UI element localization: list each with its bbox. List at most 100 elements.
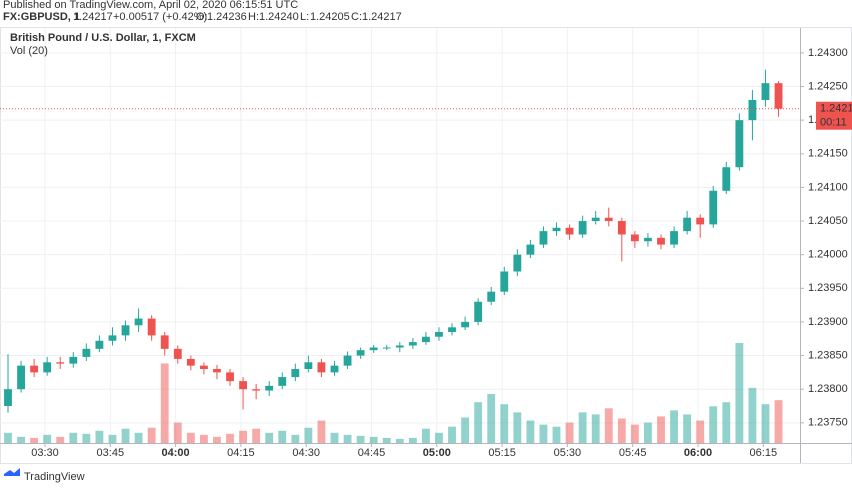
volume-bar xyxy=(69,432,78,443)
volume-bar xyxy=(500,404,509,443)
candle-body xyxy=(670,231,678,245)
candle-body xyxy=(644,237,652,242)
candle-body xyxy=(199,365,208,370)
published: Published on TradingView.com, April 02, … xyxy=(3,0,298,11)
volume-bar xyxy=(474,402,483,443)
y-tick-label: 1.24300 xyxy=(808,47,848,59)
volume-bar xyxy=(186,432,195,443)
volume-bar xyxy=(670,410,678,443)
volume-bar xyxy=(317,420,326,443)
candle-body xyxy=(369,347,378,351)
volume-bar xyxy=(578,412,587,443)
volume-bar xyxy=(199,434,208,443)
logo-icon xyxy=(4,468,20,476)
candle-body xyxy=(617,221,626,235)
countdown-label: 00:11 xyxy=(820,117,847,129)
candle-body xyxy=(435,332,443,337)
volume-bar xyxy=(630,424,639,443)
candle-body xyxy=(252,389,261,391)
x-tick-label: 05:15 xyxy=(488,447,516,459)
x-tick-label: 03:30 xyxy=(31,447,59,459)
candle-body xyxy=(173,348,182,359)
volume-bar xyxy=(604,408,613,443)
last-price-box xyxy=(816,101,852,130)
candle-body xyxy=(735,120,744,168)
candle-body xyxy=(317,362,326,373)
candle-body xyxy=(526,244,535,255)
volume-label: Vol (20) xyxy=(10,45,48,57)
x-tick-label: 04:30 xyxy=(292,447,320,459)
axes: 1.23750 1.23800 1.23850 1.23900 1.23950 1.240… xyxy=(0,47,852,459)
candle-body xyxy=(356,350,365,356)
candle-body xyxy=(330,365,339,373)
candle-body xyxy=(82,348,91,357)
volume-bar xyxy=(17,436,25,443)
candle-body xyxy=(304,362,313,370)
o-label: O: xyxy=(196,11,208,23)
candle-body xyxy=(95,340,104,349)
x-tick-label: 04:45 xyxy=(358,447,386,459)
candles xyxy=(4,69,783,413)
price: 1.24217 xyxy=(73,11,113,23)
y-tick-label: 1.23850 xyxy=(808,349,848,361)
candle-body xyxy=(239,381,247,390)
volume-bar xyxy=(461,417,470,443)
candle-body xyxy=(552,227,561,232)
candle-body xyxy=(474,301,483,322)
volume-bar xyxy=(591,414,600,443)
volume-bar xyxy=(526,420,535,443)
candle-body xyxy=(761,83,770,100)
candle-body xyxy=(487,291,496,302)
volume-bar xyxy=(330,432,339,443)
candle-body xyxy=(591,217,600,222)
y-tick-label: 1.24050 xyxy=(808,215,848,227)
candle-body xyxy=(513,254,522,272)
h-value: 1.24240 xyxy=(259,11,299,23)
x-tick-label: 03:45 xyxy=(97,447,125,459)
candle-body xyxy=(278,377,287,386)
candle-body xyxy=(147,318,156,336)
candle-body xyxy=(4,389,12,407)
volume-bar xyxy=(82,433,91,443)
tradingview-logo[interactable]: TradingView xyxy=(4,468,85,483)
y-tick-label: 1.23900 xyxy=(808,316,848,328)
x-tick-label: 05:45 xyxy=(619,447,647,459)
volume-bar xyxy=(382,437,391,443)
symbol-header: FX:GBPUSD, 1 1.24217 +0.00517 (+0.42%) O… xyxy=(3,11,402,23)
candle-body xyxy=(683,217,692,232)
volume-pane xyxy=(4,343,783,443)
chart-title: British Pound / U.S. Dollar, 1, FXCM xyxy=(10,32,196,44)
y-tick-label: 1.23750 xyxy=(808,417,848,429)
volume-bar xyxy=(278,430,287,443)
volume-bar xyxy=(774,400,783,443)
volume-bar xyxy=(252,428,261,443)
volume-bar xyxy=(565,422,574,443)
candle-body xyxy=(343,355,352,366)
volume-bar xyxy=(683,414,692,443)
candle-body xyxy=(121,325,130,336)
volume-bar xyxy=(134,432,143,443)
candle-body xyxy=(604,217,613,222)
symbol: FX:GBPUSD, 1 xyxy=(3,11,80,23)
volume-bar xyxy=(213,436,221,443)
volume-bar xyxy=(709,406,718,443)
l-label: L: xyxy=(300,11,309,23)
volume-bar xyxy=(395,438,404,443)
y-tick-label: 1.23800 xyxy=(808,383,848,395)
h-label: H: xyxy=(248,11,259,23)
volume-bar xyxy=(748,387,757,443)
volume-bar xyxy=(761,404,770,443)
candle-body xyxy=(108,335,117,341)
volume-bar xyxy=(513,412,522,443)
candle-body xyxy=(395,345,404,348)
volume-bar xyxy=(173,422,182,443)
candle-body xyxy=(539,231,548,245)
candle-body xyxy=(17,365,25,390)
volume-bar xyxy=(4,432,12,443)
candle-body xyxy=(722,167,731,191)
candle-body xyxy=(134,318,143,326)
candle-body xyxy=(774,83,783,109)
volume-bar xyxy=(147,427,156,443)
volume-bar xyxy=(552,426,561,443)
